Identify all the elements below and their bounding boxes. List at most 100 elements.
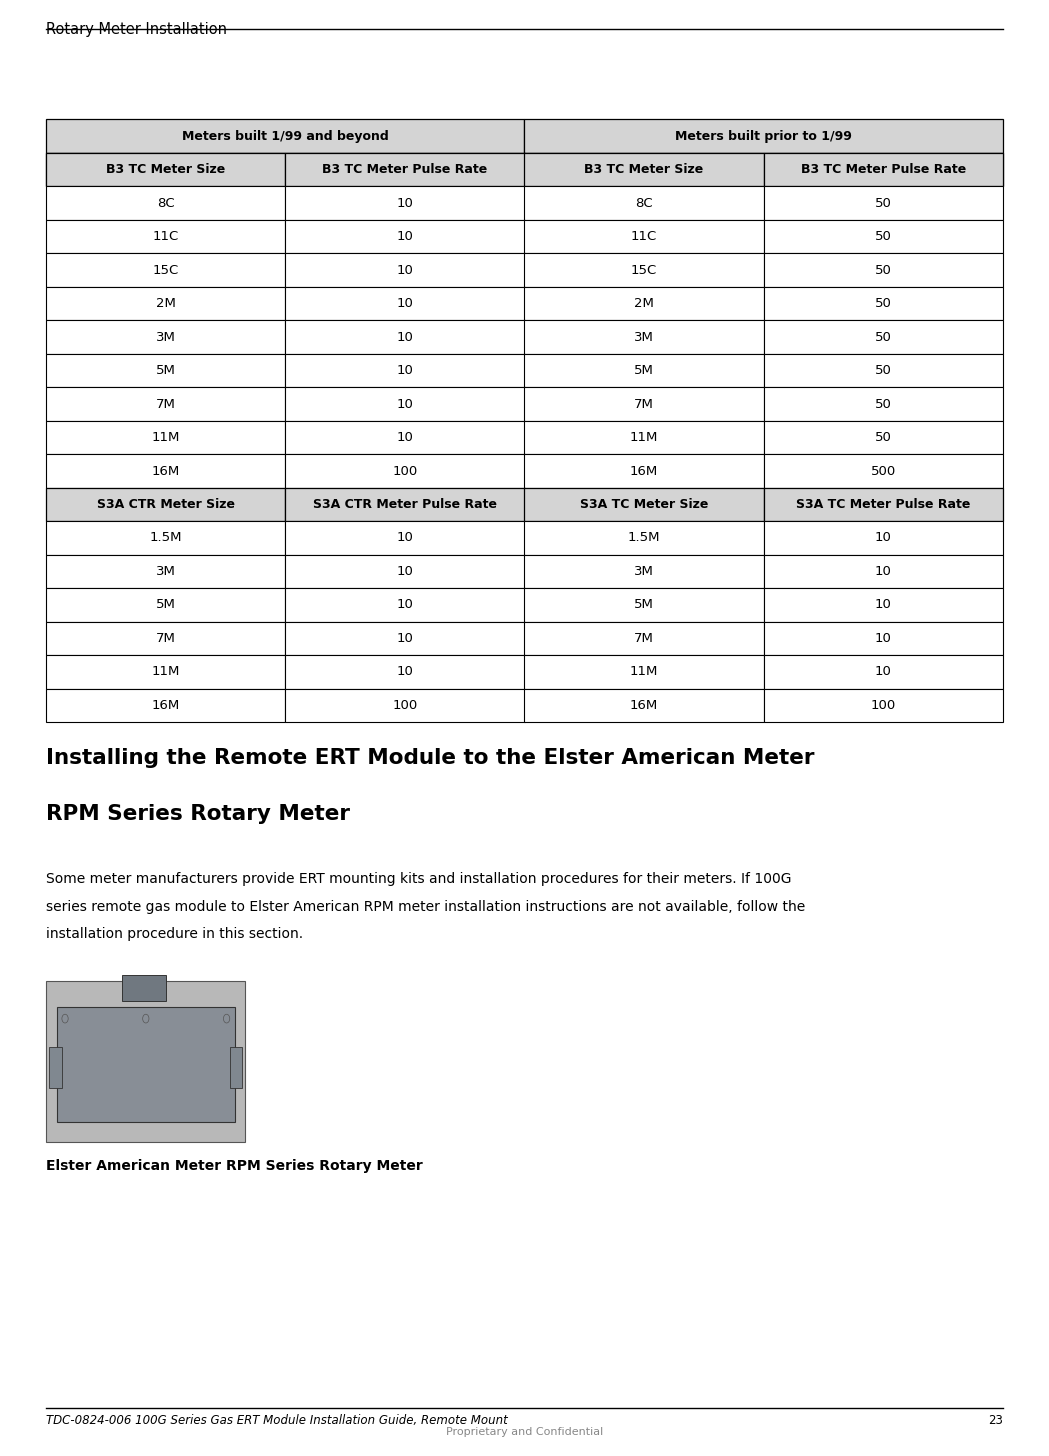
Bar [122, 976, 166, 1000]
Bar [46, 253, 285, 287]
Bar [764, 354, 1003, 387]
Text: 11C: 11C [152, 230, 179, 243]
Text: 16M: 16M [630, 464, 658, 478]
Text: 10: 10 [397, 632, 413, 645]
Bar [46, 220, 285, 253]
Text: Proprietary and Confidential: Proprietary and Confidential [446, 1427, 603, 1437]
Bar [764, 421, 1003, 454]
Text: 10: 10 [397, 397, 413, 411]
Bar [46, 488, 285, 521]
Text: 8C: 8C [636, 197, 652, 210]
Text: Rotary Meter Installation: Rotary Meter Installation [46, 22, 228, 36]
Text: 10: 10 [875, 531, 892, 545]
Text: 15C: 15C [630, 264, 658, 277]
Bar [764, 220, 1003, 253]
Bar [285, 354, 524, 387]
Text: 23: 23 [988, 1414, 1003, 1427]
Bar [285, 488, 524, 521]
Text: 10: 10 [397, 297, 413, 310]
Bar [285, 622, 524, 655]
Text: 3M: 3M [635, 331, 654, 344]
Text: 11M: 11M [151, 665, 180, 678]
Bar [764, 153, 1003, 186]
Bar [524, 655, 764, 689]
Text: 7M: 7M [156, 397, 175, 411]
Bar [46, 655, 285, 689]
Bar [524, 555, 764, 588]
Bar [524, 521, 764, 555]
Text: 10: 10 [875, 665, 892, 678]
Bar [46, 354, 285, 387]
Text: 100: 100 [392, 699, 418, 712]
Text: 10: 10 [875, 598, 892, 612]
Bar [764, 454, 1003, 488]
Text: 10: 10 [397, 197, 413, 210]
Text: RPM Series Rotary Meter: RPM Series Rotary Meter [46, 804, 350, 824]
Bar [524, 588, 764, 622]
Bar [764, 655, 1003, 689]
Bar [46, 421, 285, 454]
Text: 10: 10 [397, 264, 413, 277]
Text: S3A TC Meter Pulse Rate: S3A TC Meter Pulse Rate [796, 498, 970, 511]
Text: 11C: 11C [630, 230, 658, 243]
Text: 5M: 5M [156, 364, 175, 377]
Bar [46, 320, 285, 354]
Bar [285, 153, 524, 186]
Text: S3A TC Meter Size: S3A TC Meter Size [580, 498, 708, 511]
Bar [49, 1047, 62, 1088]
Bar [46, 153, 524, 186]
Text: 50: 50 [875, 197, 892, 210]
Bar [524, 153, 1003, 186]
Bar [524, 119, 1003, 153]
Text: 2M: 2M [156, 297, 175, 310]
Text: 10: 10 [397, 665, 413, 678]
Text: 7M: 7M [156, 632, 175, 645]
Text: 16M: 16M [152, 464, 179, 478]
Bar [764, 186, 1003, 220]
Bar [524, 488, 764, 521]
Text: 50: 50 [875, 264, 892, 277]
Text: Installing the Remote ERT Module to the Elster American Meter: Installing the Remote ERT Module to the … [46, 748, 815, 769]
Bar [764, 521, 1003, 555]
Text: 50: 50 [875, 431, 892, 444]
Text: 10: 10 [397, 598, 413, 612]
Bar [285, 186, 524, 220]
Bar [46, 981, 245, 1142]
Text: Meters built 1/99 and beyond: Meters built 1/99 and beyond [181, 130, 389, 143]
Text: 10: 10 [397, 364, 413, 377]
Text: 5M: 5M [635, 598, 654, 612]
Text: 11M: 11M [629, 431, 659, 444]
Bar [285, 287, 524, 320]
Bar [46, 689, 285, 722]
Bar [46, 588, 285, 622]
Text: Elster American Meter RPM Series Rotary Meter: Elster American Meter RPM Series Rotary … [46, 1159, 423, 1174]
Text: 1.5M: 1.5M [150, 531, 181, 545]
Text: 10: 10 [875, 565, 892, 578]
Text: 3M: 3M [156, 565, 175, 578]
Text: 11M: 11M [629, 665, 659, 678]
Bar [764, 287, 1003, 320]
Text: S3A CTR Meter Size: S3A CTR Meter Size [97, 498, 235, 511]
Text: 3M: 3M [635, 565, 654, 578]
Text: 100: 100 [871, 699, 896, 712]
Bar [764, 488, 1003, 521]
Bar [764, 588, 1003, 622]
Text: 5M: 5M [635, 364, 654, 377]
Bar [764, 555, 1003, 588]
Text: B3 TC Meter Pulse Rate: B3 TC Meter Pulse Rate [322, 163, 488, 176]
Bar [524, 454, 764, 488]
Text: 500: 500 [871, 464, 896, 478]
Bar [285, 421, 524, 454]
Text: 50: 50 [875, 364, 892, 377]
Bar [285, 253, 524, 287]
Text: 7M: 7M [635, 632, 654, 645]
Bar [230, 1047, 242, 1088]
Text: 8C: 8C [157, 197, 174, 210]
Bar [764, 689, 1003, 722]
Bar [57, 1008, 235, 1123]
Text: 5M: 5M [156, 598, 175, 612]
Bar [46, 287, 285, 320]
Text: 16M: 16M [630, 699, 658, 712]
Text: 10: 10 [397, 531, 413, 545]
Bar [285, 387, 524, 421]
